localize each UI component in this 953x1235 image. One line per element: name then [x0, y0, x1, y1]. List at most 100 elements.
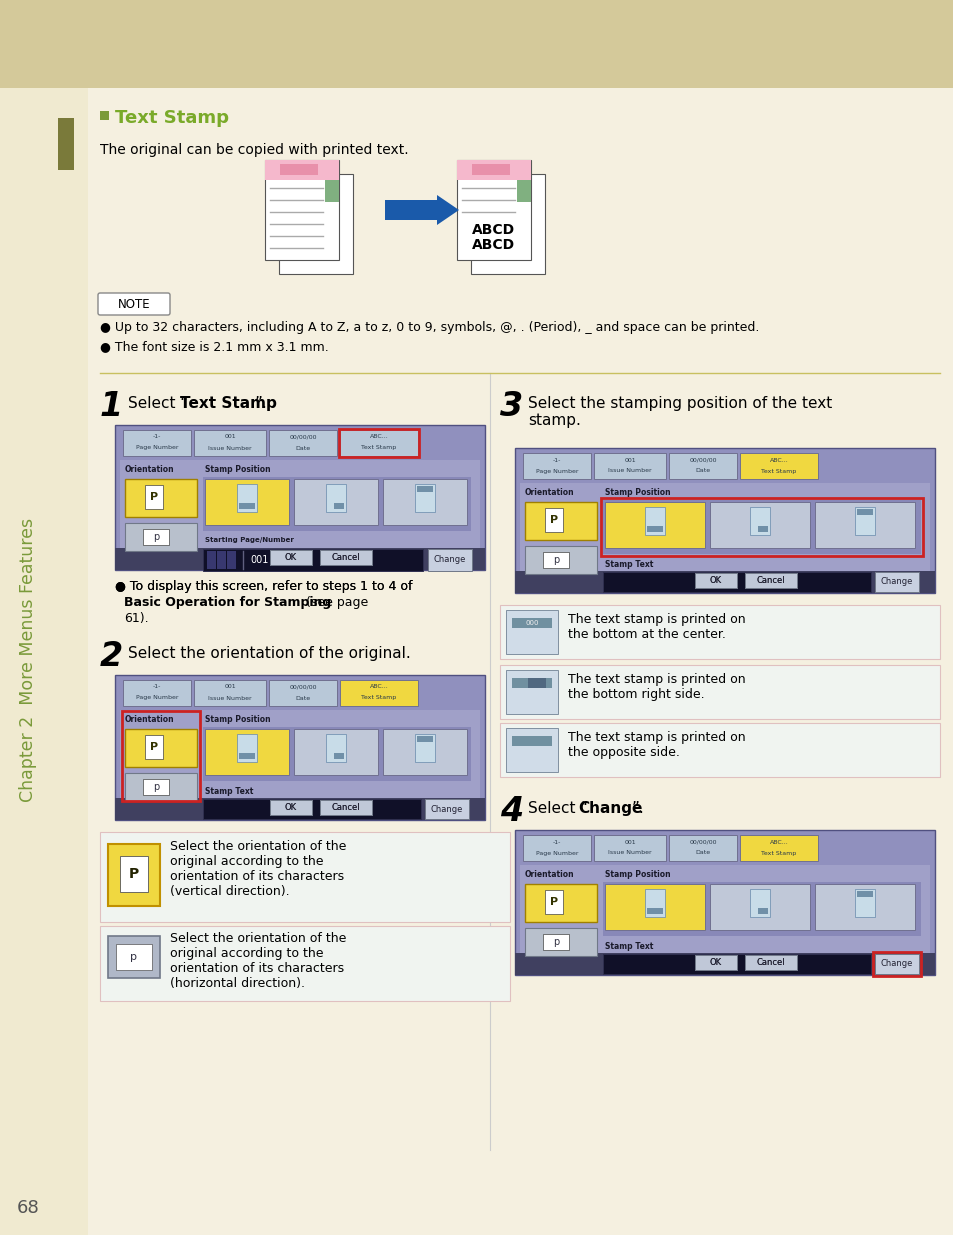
Bar	[239, 753, 254, 760]
Text: ● To display this screen, refer to steps 1 to 4 of
    ​: ● To display this screen, refer to steps…	[115, 580, 412, 608]
Bar	[758, 908, 767, 914]
Bar	[326, 484, 346, 513]
Bar	[339, 430, 417, 456]
Text: P: P	[150, 492, 158, 501]
Bar	[668, 453, 737, 479]
Text: -1-: -1-	[552, 840, 560, 845]
Bar	[542, 934, 568, 950]
Text: -1-: -1-	[152, 435, 161, 440]
Text: 001: 001	[251, 555, 269, 564]
Text: ABC...: ABC...	[369, 684, 388, 689]
Text: Text Stamp: Text Stamp	[760, 468, 796, 473]
Bar	[203, 727, 471, 781]
Bar	[471, 174, 544, 274]
Bar	[143, 779, 169, 795]
Text: Page Number: Page Number	[135, 695, 178, 700]
Bar	[416, 487, 433, 492]
Text: ABC...: ABC...	[769, 457, 787, 462]
Bar	[522, 835, 590, 861]
Bar	[319, 800, 372, 815]
Bar	[326, 734, 346, 762]
Bar	[193, 430, 266, 456]
Bar	[604, 884, 704, 930]
Text: NOTE: NOTE	[117, 298, 151, 310]
Text: Basic Operation for Stamping: Basic Operation for Stamping	[124, 597, 331, 609]
Bar	[122, 711, 200, 802]
Text: Page Number: Page Number	[536, 468, 578, 473]
Text: Issue Number: Issue Number	[608, 851, 651, 856]
Text: Orientation: Orientation	[125, 466, 174, 474]
Text: Cancel: Cancel	[756, 958, 784, 967]
Bar	[123, 430, 191, 456]
Text: Date: Date	[295, 695, 311, 700]
Bar	[265, 161, 338, 261]
Text: Cancel: Cancel	[756, 576, 784, 585]
Text: Stamp Text: Stamp Text	[604, 559, 653, 569]
Text: OK: OK	[709, 958, 721, 967]
Bar	[740, 453, 817, 479]
Bar	[499, 664, 939, 719]
Bar	[265, 161, 338, 180]
Bar	[695, 573, 737, 588]
Bar	[319, 800, 372, 815]
Text: ”.: ”.	[631, 802, 644, 816]
Bar	[270, 800, 312, 815]
Text: 00/00/00: 00/00/00	[289, 435, 316, 440]
Bar	[325, 180, 338, 203]
Bar	[456, 161, 531, 261]
Bar	[319, 550, 372, 564]
Bar	[519, 483, 929, 571]
Bar	[143, 529, 169, 545]
Bar	[236, 734, 256, 762]
Bar	[512, 736, 552, 746]
Text: Text Stamp: Text Stamp	[180, 396, 276, 411]
Bar	[522, 453, 590, 479]
Bar	[744, 955, 796, 969]
Bar	[115, 676, 484, 820]
Text: ABC...: ABC...	[769, 840, 787, 845]
Bar	[334, 753, 344, 760]
Text: (see page: (see page	[302, 597, 368, 609]
Text: Orientation: Orientation	[125, 715, 174, 724]
Bar	[120, 856, 148, 892]
Bar	[709, 884, 809, 930]
Text: ”.: ”.	[254, 396, 268, 411]
Bar	[319, 550, 372, 564]
Bar	[280, 164, 317, 175]
Bar	[594, 453, 665, 479]
Bar	[744, 955, 796, 969]
Text: Cancel: Cancel	[332, 553, 360, 562]
Bar	[278, 174, 353, 274]
Text: OK: OK	[285, 803, 296, 811]
Bar	[100, 926, 510, 1002]
Bar	[856, 509, 872, 515]
Text: ● Up to 32 characters, including A to Z, a to z, 0 to 9, symbols, @, . (Period),: ● Up to 32 characters, including A to Z,…	[100, 321, 759, 333]
Bar	[203, 550, 422, 571]
Text: Cancel: Cancel	[756, 576, 784, 585]
Bar	[269, 430, 336, 456]
Text: OK: OK	[285, 803, 296, 811]
Text: 68: 68	[16, 1199, 39, 1216]
Bar	[524, 884, 597, 923]
Bar	[517, 180, 531, 203]
Bar	[515, 448, 934, 593]
Text: Text Stamp: Text Stamp	[115, 109, 229, 127]
Bar	[519, 864, 929, 953]
Bar	[205, 729, 289, 776]
Bar	[695, 955, 737, 969]
Text: Cancel: Cancel	[332, 803, 360, 811]
Text: 2: 2	[100, 640, 123, 673]
FancyBboxPatch shape	[98, 293, 170, 315]
Text: OK: OK	[709, 958, 721, 967]
Text: -1-: -1-	[152, 684, 161, 689]
Bar	[145, 735, 163, 760]
Bar	[600, 498, 923, 556]
Text: Orientation: Orientation	[524, 488, 574, 496]
Text: Stamp Position: Stamp Position	[205, 715, 271, 724]
Bar	[58, 119, 74, 170]
Bar	[270, 800, 312, 815]
Bar	[814, 884, 914, 930]
Text: p: p	[131, 952, 137, 962]
Text: p: p	[553, 555, 558, 564]
Text: Select the orientation of the
original according to the
orientation of its chara: Select the orientation of the original a…	[170, 840, 346, 898]
